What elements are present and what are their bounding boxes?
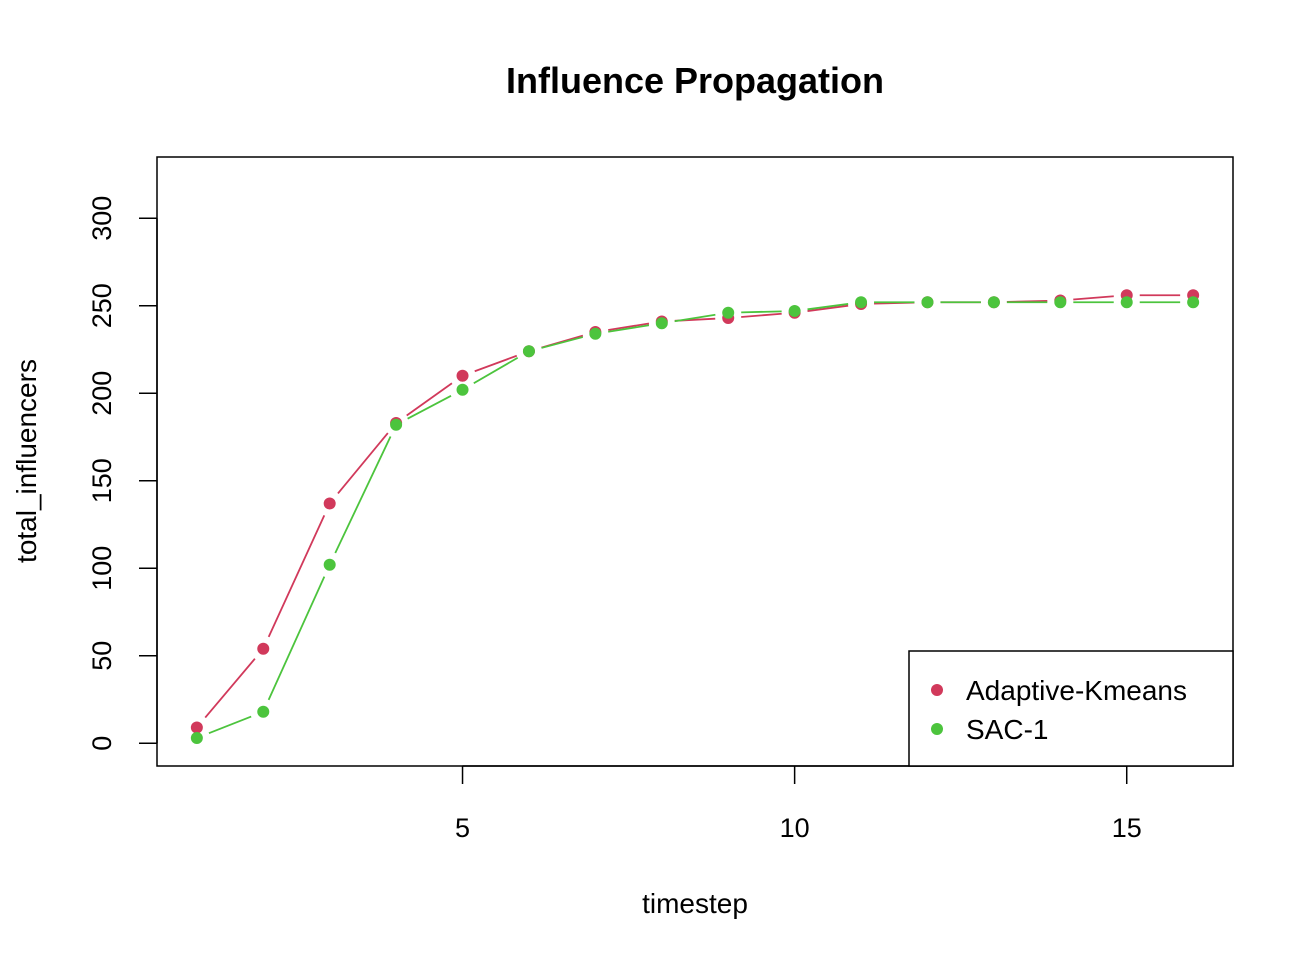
y-axis-label: total_influencers <box>11 359 42 563</box>
data-point <box>323 497 336 510</box>
series-line-segment <box>267 514 326 638</box>
series-sac-1 <box>190 296 1200 744</box>
y-tick-label: 150 <box>87 458 117 503</box>
y-tick-label: 250 <box>87 283 117 328</box>
series-line-segment <box>337 432 389 495</box>
data-point <box>190 732 203 744</box>
data-point <box>323 558 336 571</box>
series-line-segment <box>807 303 849 311</box>
data-point <box>987 296 1000 309</box>
y-tick-label: 0 <box>87 736 117 751</box>
data-point <box>589 327 602 340</box>
x-axis-label: timestep <box>642 888 748 919</box>
legend-marker <box>931 684 943 696</box>
x-tick-label: 15 <box>1112 813 1142 843</box>
series-layer <box>190 289 1200 744</box>
series-line-segment <box>334 436 392 554</box>
series-line-segment <box>267 576 326 701</box>
data-point <box>190 721 203 734</box>
series-line-segment <box>807 304 849 312</box>
legend: Adaptive-Kmeans SAC-1 <box>908 650 1234 767</box>
series-line-segment <box>406 382 453 417</box>
x-tick-label: 5 <box>455 813 470 843</box>
y-tick-label: 100 <box>87 546 117 591</box>
series-line-segment <box>741 312 782 318</box>
data-point <box>1187 296 1200 309</box>
series-line-segment <box>541 336 584 349</box>
data-point <box>855 296 868 309</box>
series-line-segment <box>407 395 452 420</box>
chart-title: Influence Propagation <box>506 60 884 101</box>
data-point <box>1120 296 1133 309</box>
series-line-segment <box>608 324 650 333</box>
legend-marker <box>931 723 943 735</box>
series-line-segment <box>204 658 256 719</box>
series-line-segment <box>608 322 650 331</box>
data-point <box>1054 296 1067 309</box>
legend-entry-label: Adaptive-Kmeans <box>966 675 1187 706</box>
legend-box <box>908 650 1234 767</box>
x-tick-label: 10 <box>780 813 810 843</box>
y-tick-label: 300 <box>87 196 117 241</box>
data-point <box>788 305 801 317</box>
data-point <box>257 642 270 655</box>
data-point <box>456 369 469 382</box>
data-point <box>522 345 535 358</box>
legend-entry-label: SAC-1 <box>966 714 1048 745</box>
series-line-segment <box>741 310 782 314</box>
data-point <box>257 705 270 718</box>
data-point <box>722 306 735 319</box>
data-point <box>390 418 403 431</box>
data-point <box>921 296 934 309</box>
series-line-segment <box>208 715 252 735</box>
series-line-segment <box>1073 295 1114 301</box>
series-line-segment <box>473 356 519 385</box>
y-tick-label: 200 <box>87 371 117 416</box>
series-line-segment <box>474 354 518 373</box>
data-point <box>655 317 668 330</box>
series-line-segment <box>674 313 716 323</box>
data-point <box>456 383 469 396</box>
y-tick-label: 50 <box>87 641 117 671</box>
